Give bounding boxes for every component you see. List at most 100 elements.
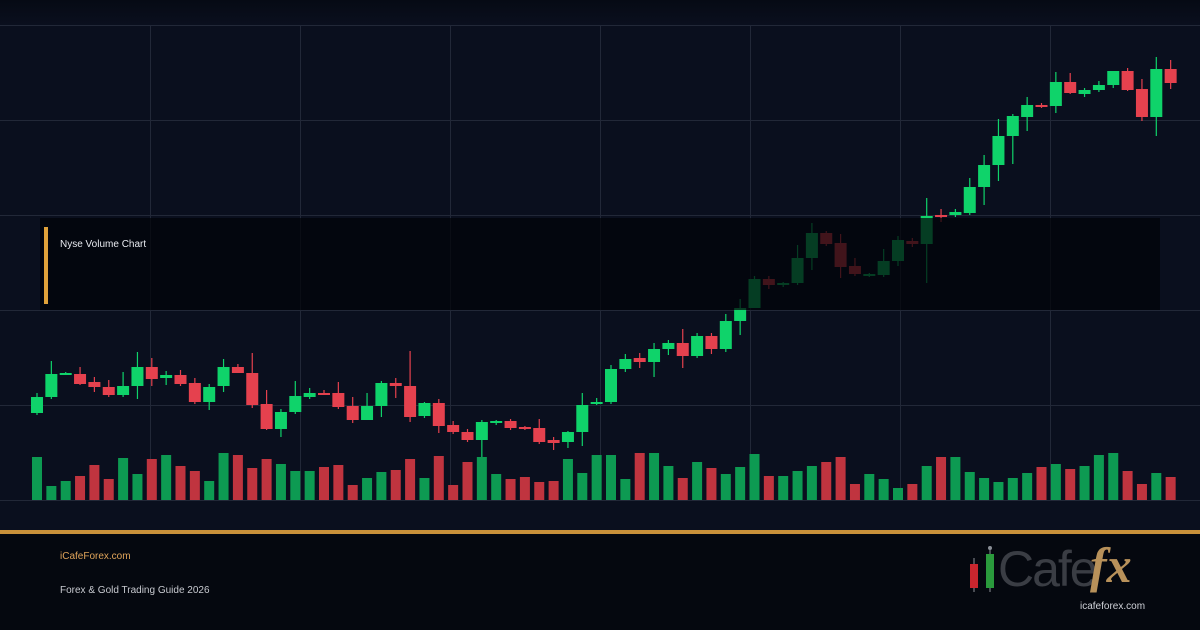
volume-bar (907, 484, 918, 500)
candle-body (1121, 71, 1134, 90)
volume-bar (1022, 473, 1033, 500)
volume-bar (189, 471, 200, 500)
candle-body (418, 403, 431, 416)
volume-bar (118, 458, 129, 500)
candle-body (145, 367, 158, 379)
candle-body (619, 359, 632, 369)
volume-bar (419, 478, 430, 500)
volume-bar (448, 485, 459, 500)
candle-body (1035, 105, 1048, 107)
candle-body (389, 383, 402, 386)
volume-bar (720, 474, 731, 500)
chart-title: Nyse Volume Chart (60, 239, 147, 250)
candle-body (1049, 82, 1062, 106)
candle-body (518, 427, 531, 429)
candle-body (590, 402, 603, 404)
candle-body (605, 369, 617, 402)
volume-bar (993, 482, 1004, 500)
volume-bar (763, 476, 774, 500)
volume-bar (606, 455, 616, 500)
icafefx-logo: Cafe fx icafeforex.com (962, 537, 1152, 620)
volume-bar (1065, 469, 1076, 500)
volume-bar (821, 462, 832, 500)
volume-bar (376, 472, 387, 500)
logo-url: icafeforex.com (1080, 601, 1146, 612)
volume-bar (1165, 477, 1176, 500)
candle-body (260, 404, 273, 429)
candle-body (174, 375, 187, 384)
volume-bar (1151, 473, 1162, 500)
volume-bar (247, 468, 258, 500)
candle-body (375, 383, 388, 406)
volume-bar (103, 479, 114, 500)
volume-bar (1036, 467, 1047, 500)
candle-body (949, 212, 962, 215)
candle-body (102, 387, 115, 395)
candle-body (45, 374, 58, 397)
volume-bars (32, 453, 1176, 500)
candle-body (561, 432, 574, 442)
candle-body (246, 373, 259, 405)
title-accent-bar (44, 227, 48, 304)
candle-body (475, 422, 488, 440)
volume-bar (1093, 455, 1104, 500)
candle-body (346, 406, 359, 420)
volume-bar (75, 476, 86, 500)
footer-site-link[interactable]: iCafeForex.com (60, 551, 131, 562)
volume-bar (950, 457, 961, 500)
candle-body (1150, 69, 1163, 117)
volume-bar (362, 478, 373, 500)
volume-bar (1122, 471, 1133, 500)
candle-body (31, 397, 43, 413)
volume-bar (864, 474, 875, 500)
candle-body (734, 308, 747, 321)
volume-bar (1050, 464, 1061, 500)
candle-body (74, 374, 87, 384)
candle-body (705, 336, 718, 349)
candle-body (332, 393, 345, 407)
candle-body (963, 187, 976, 213)
candle-body (88, 382, 101, 387)
volume-bar (232, 455, 243, 500)
volume-bar (204, 481, 215, 500)
volume-bar (634, 453, 645, 500)
candle-body (662, 343, 675, 349)
candle-body (1064, 82, 1077, 93)
volume-bar (548, 481, 559, 500)
candle-body (432, 403, 445, 426)
volume-bar (1007, 478, 1018, 500)
volume-bar (319, 467, 329, 500)
volume-bar (462, 462, 473, 500)
candle-body (289, 396, 302, 412)
candle-body (404, 386, 417, 417)
footer (0, 534, 1200, 630)
volume-bar (749, 454, 760, 500)
volume-bar (275, 464, 286, 500)
volume-bar (706, 468, 717, 500)
volume-bar (534, 482, 545, 500)
volume-bar (964, 472, 975, 500)
candle-body (992, 136, 1005, 165)
candle-body (633, 358, 646, 362)
candle-body (648, 349, 661, 362)
volume-bar (32, 457, 42, 500)
candle-body (1078, 90, 1091, 94)
volume-bar (936, 457, 947, 500)
candle-body (131, 367, 144, 386)
candle-body (935, 215, 948, 217)
logo-fx-mark: fx (1090, 537, 1132, 593)
volume-bar (304, 471, 315, 500)
candle-body (547, 440, 560, 443)
candle-body (1006, 116, 1019, 136)
volume-bar (562, 459, 573, 500)
volume-bar (146, 459, 157, 500)
volume-bar (835, 457, 846, 500)
volume-bar (649, 453, 660, 500)
volume-bar (620, 479, 631, 500)
candle-body (117, 386, 130, 395)
candle-body (691, 336, 704, 356)
volume-bar (433, 456, 444, 500)
volume-bar (1079, 466, 1090, 500)
volume-bar (132, 474, 143, 500)
candle-body (978, 165, 991, 187)
